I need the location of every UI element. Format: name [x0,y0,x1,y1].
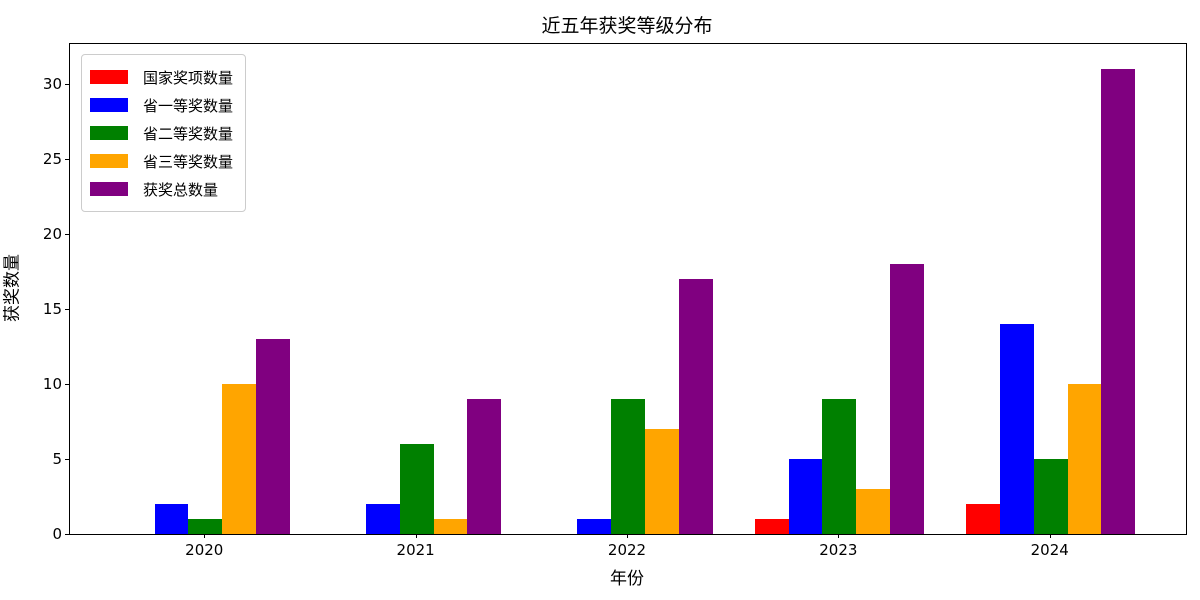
x-tick-label: 2021 [396,541,435,559]
legend-label: 省一等奖数量 [143,96,234,115]
y-tick-mark [65,309,69,311]
bar-省一等奖数量-2024 [1000,324,1034,534]
legend: 国家奖项数量 省一等奖数量 省二等奖数量 省三等奖数量 获奖总数量 [81,54,247,212]
legend-label: 省二等奖数量 [143,124,234,143]
x-axis-label: 年份 [610,569,644,589]
bar-省二等奖数量-2022 [611,399,645,534]
y-tick-mark [65,459,69,460]
bar-国家奖项数量-2024 [966,504,1000,534]
legend-item: 省二等奖数量 [90,119,233,147]
legend-label: 省三等奖数量 [143,152,234,171]
bar-省三等奖数量-2022 [644,429,679,534]
bar-省二等奖数量-2021 [399,444,434,534]
legend-item: 省三等奖数量 [90,147,233,175]
legend-swatch [90,70,128,84]
y-tick-mark [65,234,69,236]
bar-获奖总数量-2024 [1101,69,1136,534]
x-tick-mark [838,534,840,538]
y-tick-mark [65,534,69,535]
y-tick-mark [65,84,69,86]
bar-获奖总数量-2022 [678,279,713,534]
x-tick-label: 2020 [185,541,224,559]
bar-省三等奖数量-2020 [222,384,256,534]
y-tick-label: 15 [42,300,62,319]
legend-label: 国家奖项数量 [143,68,234,87]
bar-获奖总数量-2023 [890,264,924,534]
x-tick-label: 2024 [1030,541,1069,559]
bar-省一等奖数量-2020 [154,504,189,534]
bar-省一等奖数量-2021 [365,504,400,534]
x-tick-label: 2023 [819,541,858,559]
x-tick-mark [415,534,417,538]
x-tick-mark [627,534,628,538]
y-axis-label: 获奖数量 [2,254,23,322]
legend-label: 获奖总数量 [143,180,219,199]
bar-省二等奖数量-2023 [822,399,857,534]
x-tick-label: 2022 [607,541,647,559]
x-tick-mark [1049,534,1051,538]
bar-国家奖项数量-2023 [754,519,789,534]
chart-title: 近五年获奖等级分布 [541,15,713,37]
bar-省三等奖数量-2023 [856,489,891,534]
bar-省一等奖数量-2022 [577,519,612,534]
y-tick-label: 25 [42,150,62,169]
y-tick-label: 20 [42,225,62,244]
y-tick-label: 5 [52,450,62,468]
bar-省二等奖数量-2020 [188,519,223,534]
legend-swatch [90,126,128,140]
y-tick-label: 0 [52,525,62,543]
legend-item: 获奖总数量 [90,175,233,203]
y-tick-label: 30 [42,75,62,94]
x-tick-mark [204,534,206,538]
legend-swatch [90,98,128,112]
bar-省三等奖数量-2021 [433,519,468,534]
legend-item: 省一等奖数量 [90,91,233,119]
y-tick-mark [65,384,69,385]
bar-省三等奖数量-2024 [1067,384,1102,534]
legend-swatch [90,182,128,196]
bar-省二等奖数量-2024 [1033,459,1068,534]
bar-获奖总数量-2020 [256,339,290,534]
bar-省一等奖数量-2023 [788,459,823,534]
plot-area: 0 5 10 15 20 25 30 国家奖项数量 省一等奖数量 省二等奖数量 省三等奖数量 获奖总… [43,43,1187,543]
y-tick-label: 10 [42,375,62,393]
y-tick-mark [65,159,69,161]
bar-获奖总数量-2021 [467,399,502,534]
legend-swatch [90,154,128,168]
legend-item: 国家奖项数量 [90,63,233,91]
